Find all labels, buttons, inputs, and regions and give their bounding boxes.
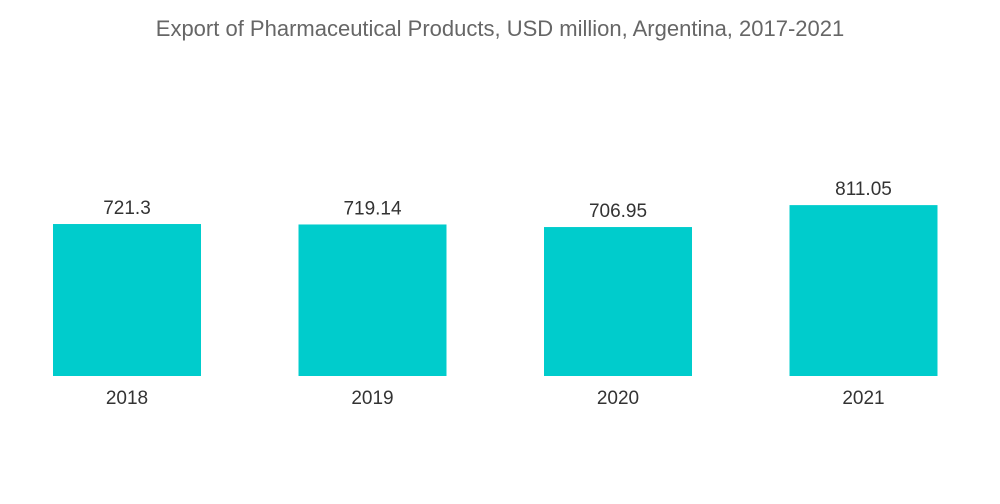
category-label-2019: 2019 — [351, 388, 393, 409]
bar-2019 — [298, 224, 447, 376]
bars-group — [53, 205, 938, 376]
category-labels-group: 2018 2019 2020 2021 — [106, 388, 885, 409]
value-labels-group: 721.3 719.14 706.95 811.05 — [103, 179, 892, 222]
bar-2021 — [789, 205, 938, 376]
bar-2020 — [544, 227, 692, 376]
value-label-2020: 706.95 — [589, 201, 647, 222]
bar-2018 — [53, 224, 201, 376]
chart-title: Export of Pharmaceutical Products, USD m… — [155, 16, 845, 41]
category-label-2021: 2021 — [842, 388, 884, 409]
value-label-2018: 721.3 — [103, 198, 151, 219]
value-label-2021: 811.05 — [835, 179, 892, 200]
category-label-2020: 2020 — [597, 388, 639, 409]
value-label-2019: 719.14 — [343, 198, 402, 219]
category-label-2018: 2018 — [106, 388, 148, 409]
